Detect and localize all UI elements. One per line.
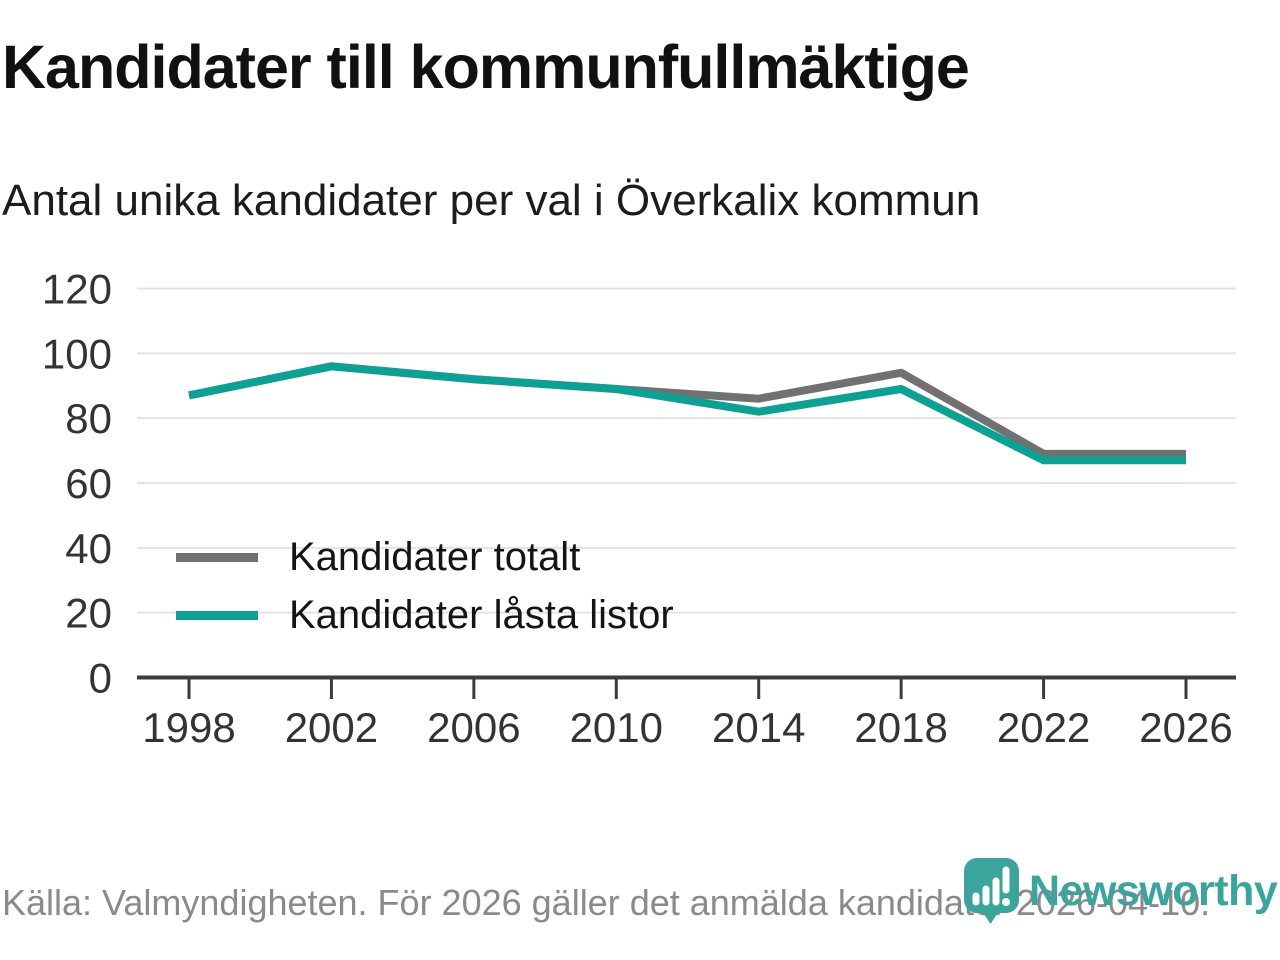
y-tick-label: 100 — [42, 330, 112, 377]
y-tick-label: 40 — [65, 525, 112, 572]
x-tick-label: 2018 — [854, 704, 947, 751]
chart-subtitle: Antal unika kandidater per val i Överkal… — [2, 176, 981, 225]
series-line-0 — [188, 362, 1187, 458]
x-tick-label: 1998 — [142, 704, 235, 751]
x-tick-label: 2014 — [712, 704, 805, 751]
x-tick-label: 2006 — [427, 704, 520, 751]
y-tick-label: 120 — [42, 265, 112, 312]
chart-legend: Kandidater totalt Kandidater låsta listo… — [176, 528, 674, 644]
x-tick-label: 2002 — [285, 704, 378, 751]
y-tick-label: 60 — [65, 460, 112, 507]
legend-item-totalt: Kandidater totalt — [176, 528, 674, 586]
chart-title: Kandidater till kommunfullmäktige — [2, 33, 970, 101]
legend-swatch-lasta-listor — [176, 610, 258, 620]
y-tick-label: 20 — [65, 590, 112, 637]
x-tick-label: 2022 — [997, 704, 1090, 751]
legend-swatch-totalt — [176, 552, 258, 562]
legend-label-totalt: Kandidater totalt — [289, 534, 581, 579]
legend-item-lasta-listor: Kandidater låsta listor — [176, 586, 674, 644]
newsworthy-logo-icon — [964, 858, 1019, 924]
x-tick-label: 2010 — [570, 704, 663, 751]
legend-label-lasta-listor: Kandidater låsta listor — [289, 592, 674, 637]
series-line-1 — [188, 362, 1187, 465]
y-tick-label: 80 — [65, 395, 112, 442]
x-tick-label: 2026 — [1139, 704, 1232, 751]
newsworthy-logo: Newsworthy — [963, 857, 1278, 925]
y-tick-label: 0 — [89, 655, 112, 702]
newsworthy-logo-text: Newsworthy — [1029, 867, 1278, 915]
